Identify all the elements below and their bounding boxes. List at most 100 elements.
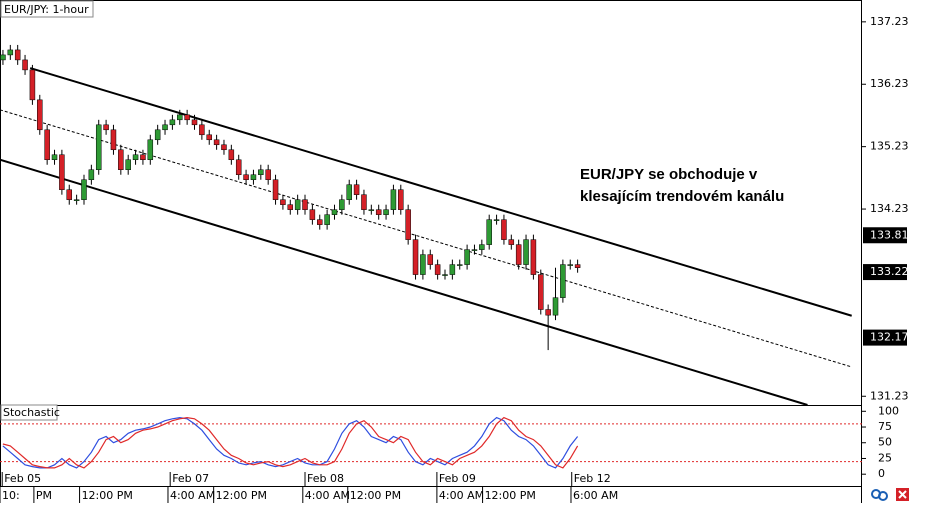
candle-body [302,199,308,210]
candle-body [14,49,21,61]
candle-body [169,119,176,126]
stochastic-title-box [0,404,58,421]
candle-body [331,209,338,215]
y-tick-label: 75 [878,420,892,433]
channel-line [29,67,852,317]
candle-body [317,219,323,225]
candle-body [412,239,419,275]
candle-body [228,149,235,161]
candle-body [110,129,117,151]
candle-body [545,309,551,316]
candle-body [405,209,411,240]
annotation-line: EUR/JPY se obchoduje v [580,166,758,183]
candle-body [280,199,286,205]
candle-body [567,264,573,266]
time-tick-label: PM [36,489,52,502]
time-tick-label: 12:00 PM [82,489,133,502]
annotation-line: klesajícím trendovém kanálu [580,188,784,205]
y-tick-label: 131.23 [870,389,909,402]
candle-body [147,139,154,161]
candle-body [22,59,28,71]
toolbar-icons[interactable] [871,488,909,501]
candle-body [287,204,294,210]
stochastic-line [2,416,579,469]
candle-body [427,254,434,265]
candle-body [88,169,95,180]
date-tick-label: Feb 05 [4,472,41,485]
candle-body [361,194,367,210]
candle-body [464,249,470,265]
candle-body [103,124,109,131]
candle-body [294,199,301,210]
candle-body [118,149,124,170]
candle-body [339,199,345,210]
candle-body [221,144,227,151]
candle-body [471,249,478,251]
candle-body [29,69,36,101]
candle-body [250,174,257,180]
time-tick-label: 12:00 PM [485,489,536,502]
candle-body [449,264,456,275]
date-tick-label: Feb 09 [439,472,476,485]
plot-frame [0,0,862,487]
date-tick-label: Feb 07 [172,472,209,485]
channel-line [0,109,852,368]
candle-body [213,139,220,146]
candle-body [442,274,448,276]
y-tick-label: 50 [878,436,892,449]
candle-body [81,179,87,200]
candle-body [0,54,6,61]
y-tick-label: 135.23 [870,140,909,153]
candle-body [324,214,330,225]
candle-body [37,99,43,131]
candle-body [420,254,426,275]
candle-body [59,154,65,190]
y-tick-label: 134.23 [870,202,909,215]
candle-body [523,239,529,265]
y-tick-label: 25 [878,451,892,464]
candle-body [140,154,146,161]
candle-body [574,264,581,268]
date-tick-label: Feb 08 [307,472,344,485]
candle-body [95,124,102,170]
candle-body [390,189,397,210]
stochastic-line [2,416,579,469]
y-tick-label: 137.23 [870,15,909,28]
candle-body [199,124,205,136]
candle-body [398,189,404,210]
y-tick-label: 136.23 [870,77,909,90]
candle-body [51,154,58,161]
candle-body [508,239,515,245]
price-tag-label: 132.17 [870,331,909,344]
candle-body [66,189,73,200]
candle-body [479,244,485,250]
candle-body [272,179,279,200]
candle-body [7,49,14,56]
stochastic-title: Stochastic [3,406,60,419]
candle-body [191,119,198,126]
y-tick-label: 0 [878,467,885,480]
time-tick-label: 4:00 AM [305,489,350,502]
price-tag [863,329,907,346]
candle-body [44,129,50,161]
candle-body [309,209,316,220]
candle-body [456,264,463,266]
candle-body [530,239,537,275]
candle-body [538,274,544,310]
candle-body [353,184,360,195]
candle-body [243,174,249,180]
candle-body [501,219,507,240]
candle-body [434,264,441,275]
candle-body [177,114,183,121]
price-tag [863,264,907,281]
candle-body [368,209,375,211]
channel-line [0,158,808,406]
candle-body [162,124,168,131]
candle-body [375,209,382,215]
link-icon[interactable] [878,491,888,501]
candle-body [184,114,190,121]
candle-body [258,169,264,175]
time-tick-label: 6:00 AM [573,489,618,502]
time-tick-label: 10: [2,489,20,502]
